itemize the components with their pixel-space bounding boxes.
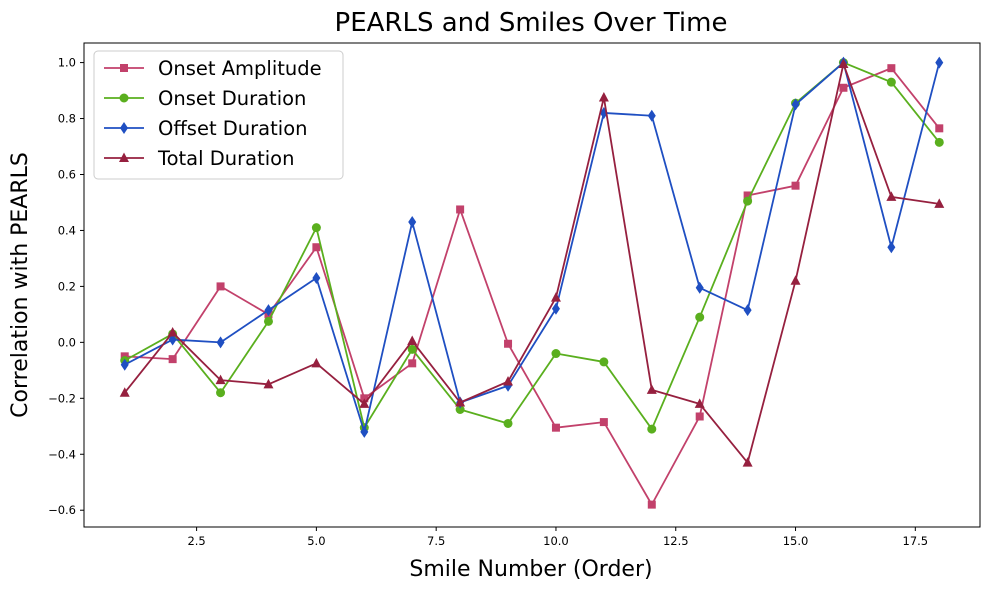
y-axis-label: Correlation with PEARLS [8, 152, 33, 418]
y-tick-label: 0.8 [58, 112, 76, 126]
data-point [791, 181, 800, 190]
data-point [264, 304, 273, 317]
data-point [935, 124, 944, 133]
legend-label: Total Duration [157, 147, 294, 170]
series-total-duration [119, 58, 945, 467]
data-point [504, 339, 513, 348]
y-tick-label: 0.0 [58, 335, 76, 349]
data-point [312, 272, 321, 285]
x-axis-label: Smile Number (Order) [409, 557, 652, 582]
data-point [216, 388, 226, 398]
data-point [886, 77, 896, 87]
legend-label: Onset Amplitude [158, 57, 322, 80]
data-point [934, 198, 945, 208]
data-point [695, 412, 704, 421]
y-tick-label: −0.4 [48, 447, 76, 461]
data-point [407, 335, 418, 345]
data-point [551, 302, 560, 315]
data-point [167, 327, 178, 337]
data-point [839, 83, 848, 92]
data-point [215, 374, 226, 385]
data-point [646, 384, 657, 394]
series-line [124, 61, 941, 433]
chart-title: PEARLS and Smiles Over Time [335, 8, 728, 38]
data-point [935, 56, 944, 69]
data-point [647, 109, 656, 122]
data-point [455, 397, 466, 407]
legend: Onset Amplitude Onset Duration Offset Dura… [93, 50, 344, 180]
legend-marker [120, 122, 128, 134]
y-tick-label: 0.4 [58, 223, 76, 237]
x-tick-label: 2.5 [187, 534, 205, 548]
legend-marker [119, 152, 129, 162]
data-point [360, 425, 369, 438]
data-point [456, 205, 465, 214]
legend-marker [119, 93, 129, 103]
data-point [695, 312, 705, 322]
data-point [647, 500, 656, 509]
data-point [550, 292, 561, 302]
data-point [887, 241, 896, 254]
x-tick-label: 12.5 [663, 534, 689, 548]
data-point [599, 418, 608, 427]
data-point [216, 336, 225, 349]
y-tick-label: −0.2 [48, 391, 76, 405]
data-point [408, 216, 417, 229]
legend-marker [120, 64, 128, 72]
data-point [887, 64, 896, 73]
data-point [503, 376, 514, 386]
data-point [503, 418, 513, 428]
data-point [742, 457, 753, 467]
data-point [216, 282, 225, 291]
data-point [407, 344, 417, 354]
data-point [598, 92, 609, 102]
data-point [168, 355, 177, 364]
data-point [551, 349, 561, 359]
y-tick-label: 0.2 [58, 279, 76, 293]
y-tick-label: −0.6 [48, 503, 76, 517]
legend-label: Onset Duration [158, 87, 306, 110]
data-point [312, 243, 321, 252]
x-tick-label: 10.0 [543, 534, 569, 548]
data-point [743, 196, 753, 206]
legend-box [93, 50, 344, 180]
data-point [263, 316, 273, 326]
series-line [124, 67, 940, 506]
data-point [694, 398, 705, 408]
data-point [934, 137, 944, 147]
series-line [124, 63, 940, 464]
data-point [360, 394, 369, 403]
y-tick-label: 0.6 [58, 167, 76, 181]
data-point [695, 281, 704, 294]
data-point [743, 304, 752, 317]
data-point [408, 359, 417, 368]
x-tick-label: 17.5 [903, 534, 929, 548]
data-point [551, 423, 560, 432]
data-point [791, 98, 800, 111]
legend-label: Offset Duration [158, 117, 307, 140]
data-point [886, 191, 897, 201]
data-point [359, 398, 370, 408]
data-point [790, 275, 801, 285]
x-tick-label: 5.0 [307, 534, 325, 548]
data-point [838, 58, 849, 68]
data-point [263, 378, 274, 389]
x-tick-label: 15.0 [783, 534, 809, 548]
data-point [599, 357, 609, 367]
data-point [119, 387, 130, 397]
y-tick-label: 1.0 [58, 56, 76, 70]
data-point [647, 424, 657, 434]
data-point [743, 191, 752, 200]
x-tick-label: 7.5 [427, 534, 445, 548]
data-point [311, 223, 321, 233]
data-point [120, 358, 129, 371]
plot-area: 2.5 5.0 7.5 10.0 12.5 15.0 17.5 −0.6 −0.4 −0.2 0.0… [48, 42, 981, 548]
plot-frame [83, 42, 981, 528]
data-point [455, 404, 465, 414]
data-point [311, 357, 322, 368]
